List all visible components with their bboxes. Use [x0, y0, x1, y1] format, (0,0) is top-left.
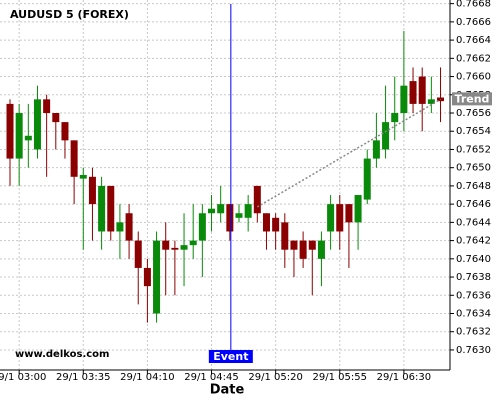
candle-body	[400, 85, 408, 114]
x-tick-label: 29/1 04:45	[184, 372, 238, 383]
candle-body	[180, 245, 188, 250]
candle-body	[235, 213, 243, 218]
y-tick-label: 0.7636	[456, 290, 491, 301]
y-tick-label: 0.7646	[456, 199, 491, 210]
y-tick-label: 0.7640	[456, 254, 491, 265]
candle-body	[281, 222, 289, 250]
y-tick-label: 0.7660	[456, 72, 491, 83]
candle-body	[88, 176, 96, 205]
candle-body	[116, 222, 124, 232]
candle-body	[79, 174, 87, 179]
y-tick-label: 0.7656	[456, 108, 491, 119]
event-label: Event	[213, 350, 248, 363]
candle-body	[372, 140, 380, 159]
y-tick-label: 0.7632	[456, 327, 491, 338]
candle-body	[327, 204, 335, 232]
candle-body	[363, 158, 371, 200]
candle-body	[52, 113, 60, 123]
candle-body	[427, 99, 435, 104]
candle-body	[308, 240, 316, 250]
candle-body	[189, 240, 197, 246]
y-tick-label: 0.7666	[456, 17, 491, 28]
candle-body	[244, 204, 252, 218]
candle-body	[70, 140, 78, 177]
candle-body	[107, 185, 115, 232]
candle-body	[33, 99, 41, 150]
candle-body	[134, 240, 142, 268]
candle-body	[208, 208, 216, 214]
candle-body	[171, 247, 179, 250]
candle-body	[391, 113, 399, 123]
watermark: www.delkos.com	[15, 349, 109, 360]
candle-body	[198, 213, 206, 241]
candle-body	[162, 240, 170, 250]
candle-body	[299, 240, 307, 259]
candle-body	[125, 213, 133, 241]
y-tick-label: 0.7630	[456, 345, 491, 356]
candle-body	[382, 122, 390, 150]
candle-body	[6, 103, 14, 159]
trend-line	[256, 98, 441, 208]
candle-body	[153, 240, 161, 314]
y-tick-label: 0.7642	[456, 236, 491, 247]
candle-body	[409, 81, 417, 104]
y-tick-label: 0.7644	[456, 217, 491, 228]
candle-body	[272, 217, 280, 232]
candle-body	[418, 76, 426, 104]
y-tick-label: 0.7654	[456, 126, 491, 137]
y-tick-label: 0.7638	[456, 272, 491, 283]
marks	[6, 30, 445, 323]
trend-label: Trend	[455, 92, 490, 105]
x-tick-label: 29/1 04:10	[120, 372, 174, 383]
y-tick-label: 0.7648	[456, 181, 491, 192]
y-tick-label: 0.7650	[456, 163, 491, 174]
x-tick-label: 29/1 05:20	[248, 372, 302, 383]
candle-body	[98, 185, 106, 232]
y-tick-label: 0.7668	[456, 0, 491, 10]
x-axis-label: Date	[210, 383, 245, 398]
y-tick-label: 0.7662	[456, 53, 491, 64]
x-tick-label: 29/1 03:00	[0, 372, 46, 383]
candle-body	[15, 113, 23, 159]
grid	[0, 0, 450, 370]
candle-body	[354, 195, 362, 223]
candle-body	[217, 204, 225, 214]
x-tick-label: 29/1 03:35	[56, 372, 110, 383]
trend-label-box	[452, 92, 492, 106]
y-tick-label: 0.7664	[456, 35, 491, 46]
candle-body	[253, 185, 261, 214]
event-label-box	[208, 350, 253, 363]
candle-body	[262, 213, 270, 232]
x-tick-label: 29/1 06:30	[377, 372, 431, 383]
candle-body	[143, 267, 151, 287]
y-tick-label: 0.7652	[456, 144, 491, 155]
candle-body	[345, 204, 353, 223]
candle-body	[24, 135, 32, 141]
candle-body	[61, 122, 69, 141]
candle-body	[336, 204, 344, 232]
candle-body	[290, 240, 298, 250]
y-tick-label: 0.7634	[456, 308, 491, 319]
candle-body	[43, 99, 51, 114]
candle-body	[317, 240, 325, 259]
x-tick-label: 29/1 05:55	[313, 372, 367, 383]
chart-title: AUDUSD 5 (FOREX)	[10, 8, 129, 21]
candle-body	[226, 204, 234, 232]
